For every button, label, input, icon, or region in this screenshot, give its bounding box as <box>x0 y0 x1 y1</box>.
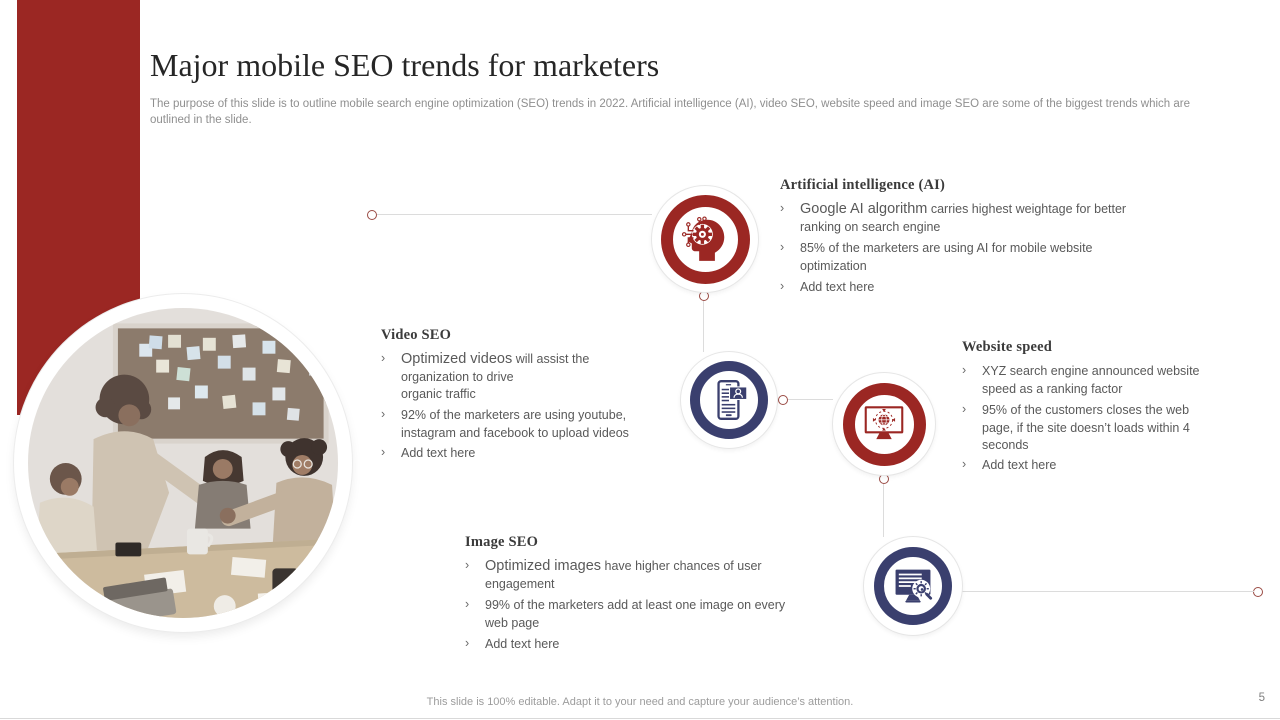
chevron-bullet-icon: › <box>381 445 386 460</box>
monitor-globe-speed-icon <box>864 406 904 440</box>
connector-node <box>1253 587 1263 597</box>
bullet-item: › Add text here <box>381 445 476 461</box>
bullet-item: › Optimized images have higher chances o… <box>465 558 762 592</box>
trend-block-video-seo: Video SEO › Optimized videos will assist… <box>381 327 649 467</box>
team-meeting-illustration <box>28 308 338 618</box>
ai-trend-circle <box>651 185 759 293</box>
trend-heading: Website speed <box>962 339 1053 355</box>
ai-head-gear-icon <box>681 216 725 261</box>
chevron-bullet-icon: › <box>465 558 470 572</box>
bullet-item: › Optimized videos will assist the organ… <box>381 351 590 401</box>
connector-line <box>377 214 652 215</box>
video-trend-circle <box>680 351 778 449</box>
chevron-bullet-icon: › <box>962 457 967 472</box>
bullet-item: › Add text here <box>780 278 875 294</box>
trend-heading: Artificial intelligence (AI) <box>780 177 946 193</box>
connector-line <box>703 301 704 352</box>
team-meeting-photo <box>28 308 338 618</box>
smartphone-video-icon <box>717 380 748 420</box>
bullet-item: › Add text here <box>465 635 560 651</box>
bullet-item: › 99% of the marketers add at least one … <box>465 596 786 631</box>
connector-line <box>962 591 1254 592</box>
trend-block-website-speed: Website speed › XYZ search engine announ… <box>962 339 1204 479</box>
bullet-item: › Add text here <box>962 457 1057 473</box>
trend-heading: Video SEO <box>381 327 452 343</box>
image-seo-trend-circle <box>863 536 963 636</box>
chevron-bullet-icon: › <box>780 239 785 254</box>
trend-block-image-seo: Image SEO › Optimized images have higher… <box>465 534 790 657</box>
chevron-bullet-icon: › <box>780 278 785 293</box>
bullet-item: › XYZ search engine announced website sp… <box>962 363 1200 397</box>
page-number: 5 <box>1258 692 1265 704</box>
footer-note: This slide is 100% editable. Adapt it to… <box>426 696 854 708</box>
chevron-bullet-icon: › <box>381 406 386 421</box>
monitor-image-search-icon <box>895 569 933 603</box>
bullet-item: › 92% of the marketers are using youtube… <box>381 406 629 440</box>
trend-block-ai: Artificial intelligence (AI) › Google AI… <box>780 177 1138 300</box>
website-speed-trend-circle <box>832 372 936 476</box>
connector-line <box>788 399 833 400</box>
bottom-divider <box>0 718 1280 719</box>
slide-subtitle: The purpose of this slide is to outline … <box>150 97 1191 127</box>
bullet-item: › Google AI algorithm carries highest we… <box>780 201 1127 235</box>
chevron-bullet-icon: › <box>465 596 470 611</box>
bullet-item: › 85% of the marketers are using AI for … <box>780 239 1093 274</box>
chevron-bullet-icon: › <box>962 401 967 416</box>
trend-heading: Image SEO <box>465 534 539 550</box>
team-photo-frame <box>14 294 352 632</box>
chevron-bullet-icon: › <box>962 363 967 377</box>
connector-node <box>367 210 377 220</box>
connector-line <box>883 484 884 537</box>
page-title: Major mobile SEO trends for marketers <box>150 47 660 84</box>
chevron-bullet-icon: › <box>465 635 470 650</box>
bullet-item: › 95% of the customers closes the web pa… <box>962 401 1190 452</box>
chevron-bullet-icon: › <box>780 201 785 215</box>
chevron-bullet-icon: › <box>381 351 386 365</box>
connector-node <box>778 395 788 405</box>
